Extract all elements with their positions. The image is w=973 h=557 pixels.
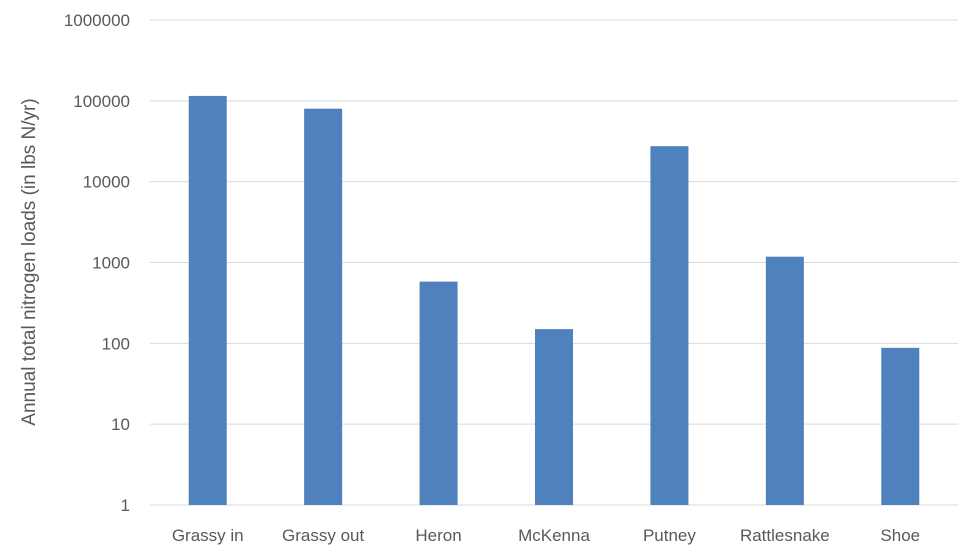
x-tick-label: Rattlesnake bbox=[740, 526, 830, 545]
bar bbox=[188, 95, 227, 505]
bar bbox=[419, 281, 458, 505]
bar bbox=[650, 146, 689, 506]
bar bbox=[765, 256, 804, 505]
y-axis-ticks: 1 10 100 1000 10000 100000 1000000 bbox=[64, 11, 130, 515]
y-tick-label: 10 bbox=[111, 415, 130, 434]
bar bbox=[535, 329, 573, 505]
x-axis-ticks: Grassy in Grassy out Heron McKenna Putney Rat… bbox=[172, 526, 920, 545]
x-tick-label: Heron bbox=[415, 526, 461, 545]
bars bbox=[188, 95, 920, 506]
y-tick-label: 100000 bbox=[73, 92, 130, 111]
bar bbox=[304, 108, 343, 505]
y-tick-label: 10000 bbox=[83, 173, 130, 192]
x-tick-label: McKenna bbox=[518, 526, 590, 545]
x-tick-label: Grassy out bbox=[282, 526, 364, 545]
bar bbox=[881, 347, 920, 505]
y-tick-label: 1 bbox=[121, 496, 130, 515]
x-tick-label: Grassy in bbox=[172, 526, 244, 545]
y-tick-label: 1000 bbox=[92, 254, 130, 273]
x-tick-label: Shoe bbox=[880, 526, 920, 545]
y-tick-label: 1000000 bbox=[64, 11, 130, 30]
y-tick-label: 100 bbox=[102, 334, 130, 353]
x-tick-label: Putney bbox=[643, 526, 696, 545]
y-axis-label: Annual total nitrogen loads (in lbs N/yr… bbox=[19, 98, 40, 425]
